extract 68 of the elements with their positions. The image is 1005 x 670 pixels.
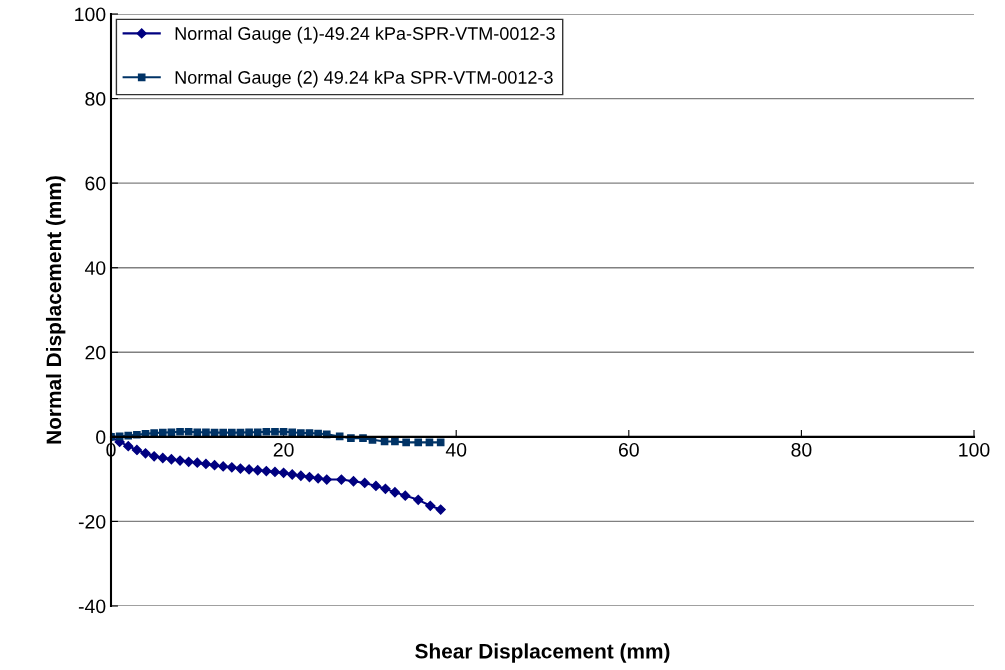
point	[414, 438, 423, 447]
point	[245, 428, 253, 437]
point	[243, 464, 255, 475]
point	[176, 427, 184, 436]
point	[287, 469, 298, 480]
y-tick-label: -40	[78, 599, 106, 614]
y-tick-label: 40	[84, 261, 106, 275]
point	[166, 454, 177, 465]
point	[209, 460, 220, 471]
point	[123, 441, 134, 452]
y-tick-label: 100	[75, 7, 106, 22]
point	[391, 437, 399, 446]
point	[262, 427, 271, 436]
point	[218, 461, 229, 472]
point	[269, 466, 281, 478]
point	[202, 428, 210, 437]
point	[297, 429, 305, 437]
point	[271, 427, 279, 436]
point	[435, 504, 446, 515]
point	[219, 428, 228, 437]
point	[149, 451, 160, 462]
point	[279, 427, 288, 436]
point	[252, 465, 263, 476]
point	[425, 500, 436, 511]
x-axis-title: Shear Displacement (mm)	[415, 643, 670, 663]
point	[295, 470, 306, 481]
point	[261, 465, 272, 477]
point	[192, 457, 203, 468]
y-tick-label: 0	[96, 430, 106, 445]
point	[226, 462, 237, 473]
point	[131, 444, 143, 456]
x-tick-label: 100	[959, 442, 990, 457]
y-tick-label: 60	[85, 176, 106, 191]
point	[313, 473, 324, 484]
point	[370, 480, 382, 492]
point	[348, 476, 359, 487]
x-tick-label: 40	[445, 442, 467, 457]
point	[227, 428, 236, 437]
point	[150, 429, 158, 437]
legend-label: Normal Gauge (2) 49.24 kPa SPR-VTM-0012-3	[175, 70, 553, 88]
point	[321, 474, 332, 485]
point	[336, 474, 347, 485]
point	[400, 490, 411, 501]
point	[402, 438, 410, 447]
x-tick-label: 20	[273, 442, 294, 457]
point	[389, 487, 401, 498]
point	[200, 458, 212, 470]
y-tick-label: 80	[85, 92, 106, 106]
point	[235, 463, 246, 474]
point	[359, 477, 370, 489]
point	[158, 428, 167, 437]
point	[253, 428, 262, 437]
point	[288, 428, 297, 437]
point	[193, 428, 202, 437]
y-axis-title: Normal Displacement (mm)	[45, 176, 66, 444]
point	[380, 483, 391, 494]
point	[157, 452, 168, 464]
point	[184, 427, 193, 436]
y-tick-label: 20	[85, 345, 106, 360]
point	[140, 448, 151, 459]
point	[413, 494, 424, 505]
point	[167, 428, 176, 437]
legend-label: Normal Gauge (1)-49.24 kPa-SPR-VTM-0012-3	[175, 26, 555, 44]
point	[278, 467, 289, 478]
y-tick-label: -20	[78, 514, 106, 529]
x-tick-label: 80	[791, 442, 812, 457]
x-tick-label: 60	[618, 442, 639, 457]
point	[183, 456, 194, 467]
